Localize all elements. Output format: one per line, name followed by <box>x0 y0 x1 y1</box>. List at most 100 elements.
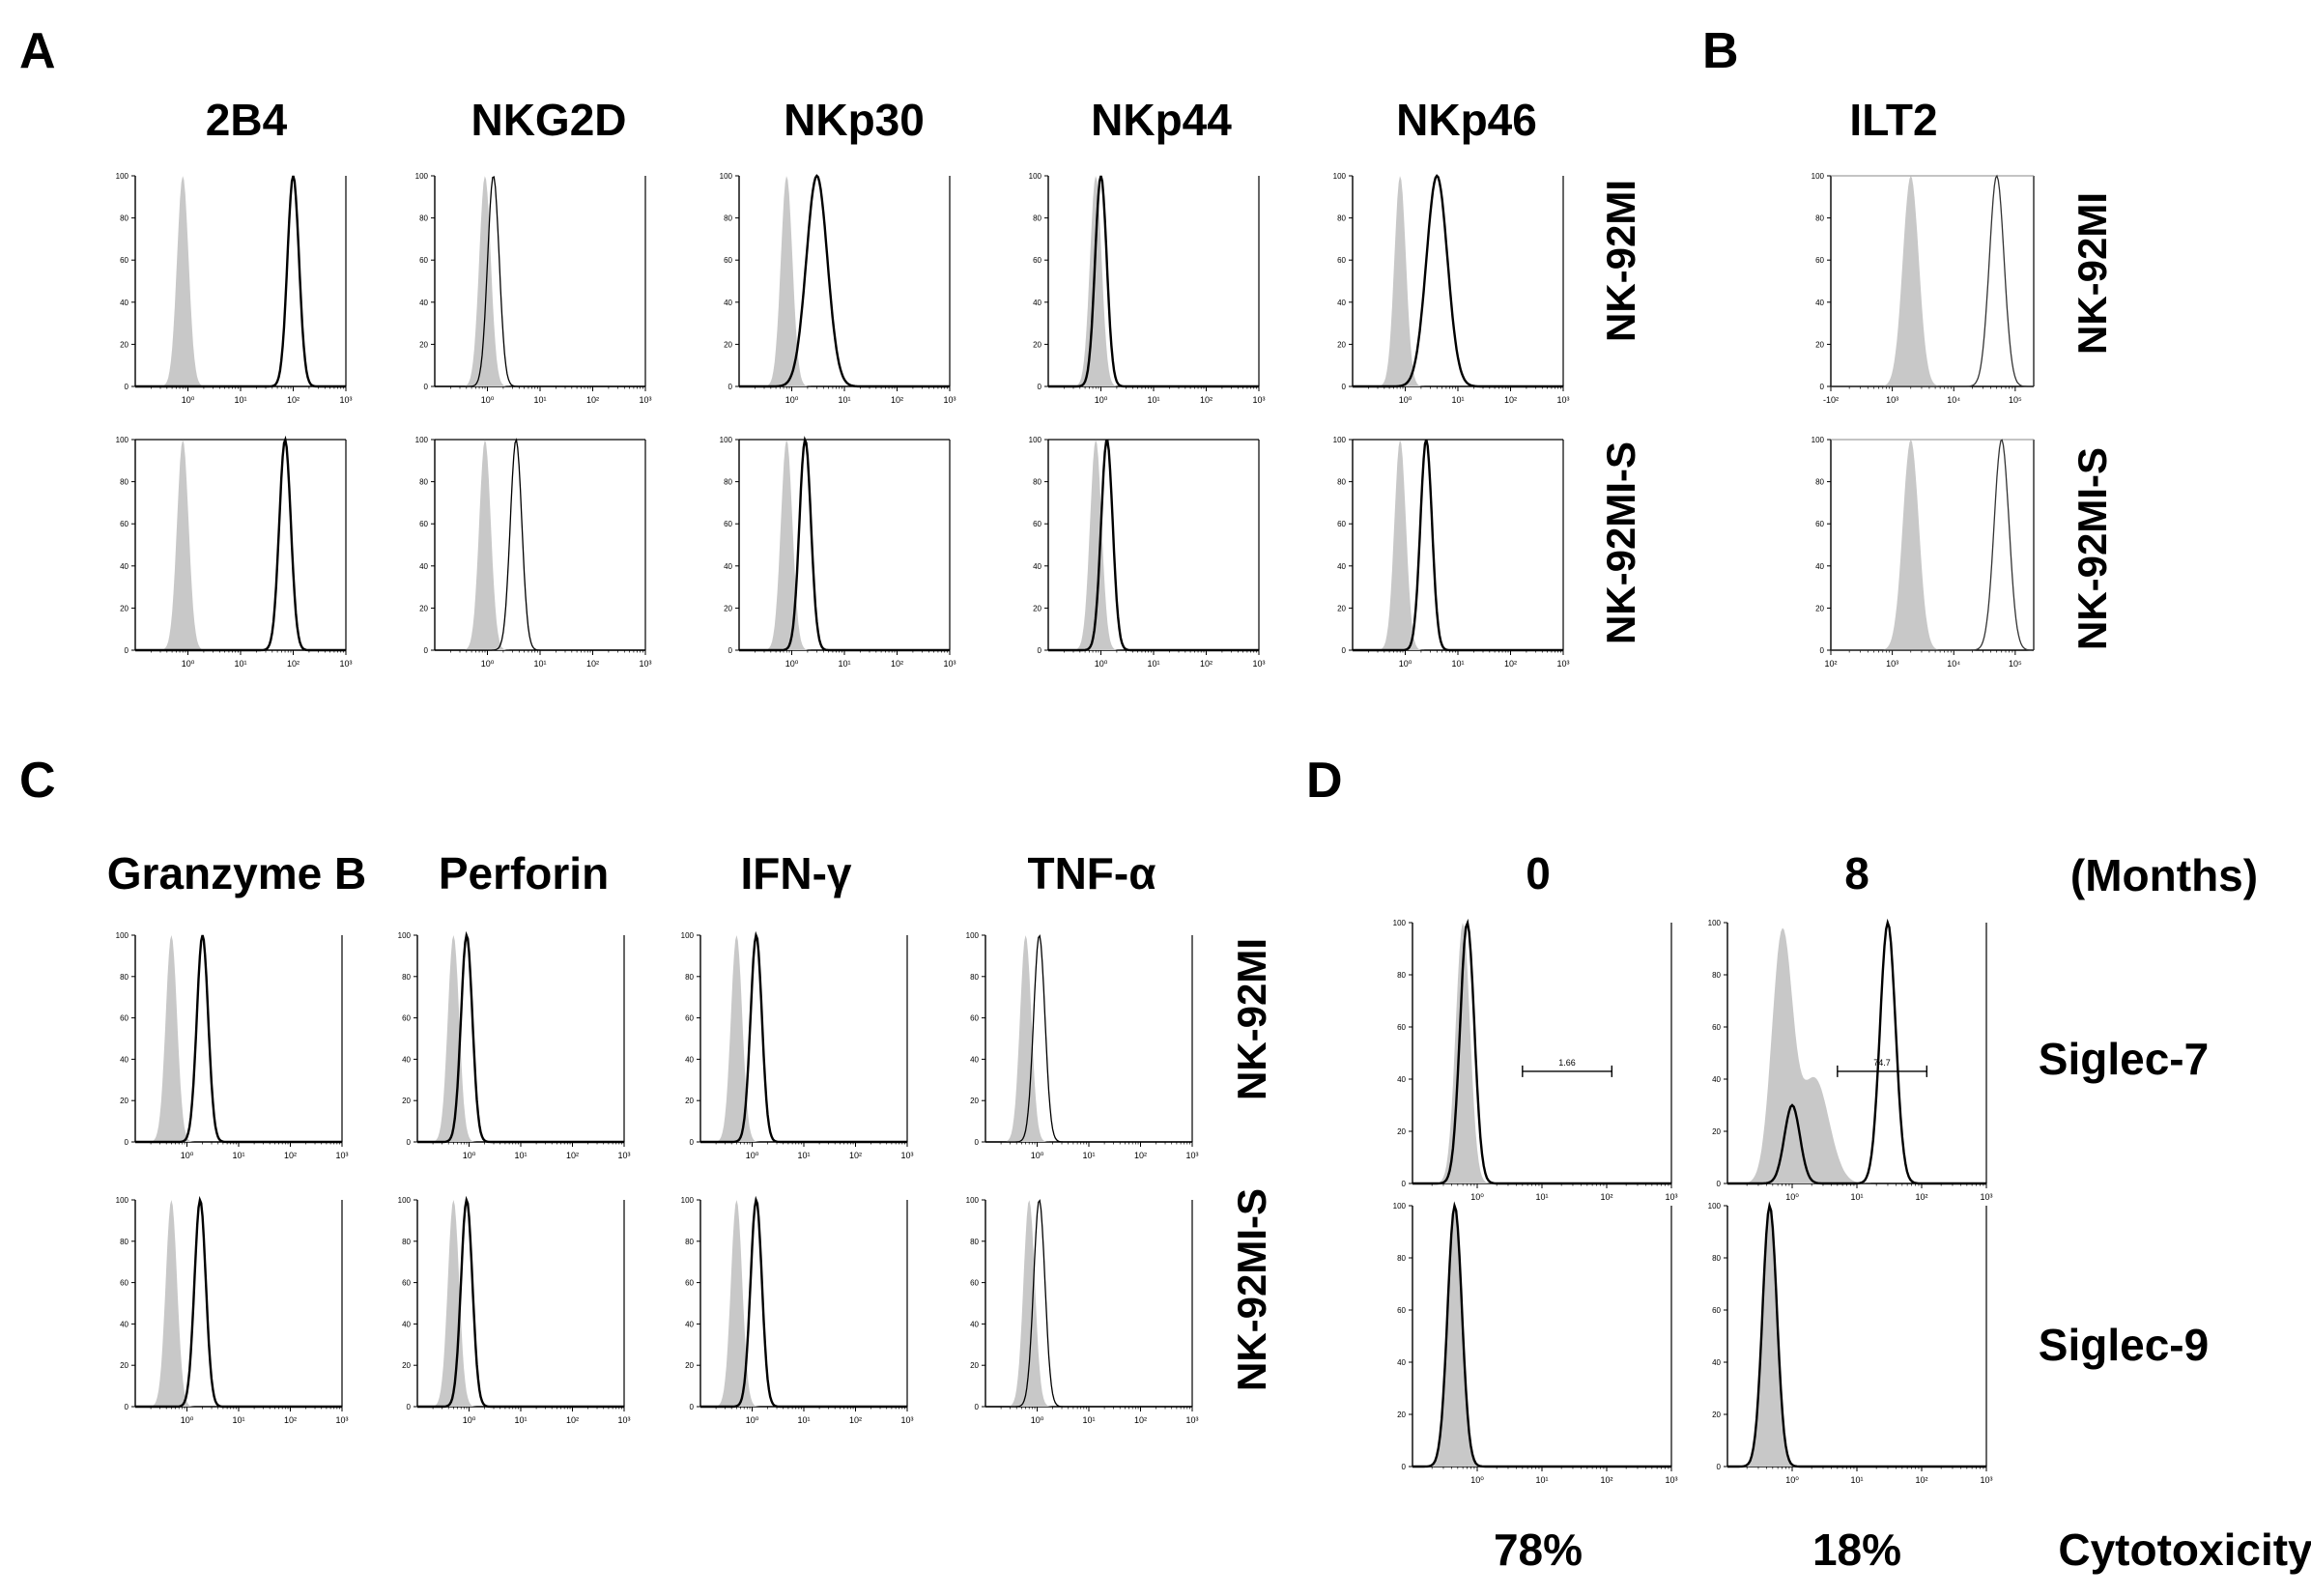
y-tick-label: 20 <box>1712 1411 1721 1419</box>
stained-histogram-line <box>739 174 950 388</box>
histogram-siglec-7-month-8: 100 80 60 40 20 0 10⁰ 10¹ 10² 10³ 74.7 <box>1708 918 1993 1202</box>
y-tick-label: 20 <box>402 1361 411 1370</box>
y-tick-label: 20 <box>402 1097 411 1105</box>
isotype-control-area <box>985 1200 1192 1407</box>
y-tick-label: 40 <box>1712 1075 1721 1084</box>
y-tick-label: 60 <box>1033 256 1041 265</box>
x-tick-label: 10² <box>1134 1151 1147 1160</box>
y-tick-label: 60 <box>419 256 428 265</box>
y-tick-label: 60 <box>724 520 732 528</box>
y-tick-label: 80 <box>1815 214 1824 223</box>
y-tick-label: 20 <box>120 1097 128 1105</box>
y-tick-label: 100 <box>398 931 412 940</box>
stained-histogram-line <box>1831 439 2034 651</box>
x-tick-label: 10⁰ <box>182 395 195 405</box>
row-label-a-nk92mi: NK-92MI <box>1598 180 1643 342</box>
y-tick-label: 80 <box>1815 478 1824 487</box>
y-tick-label: 0 <box>1342 383 1347 391</box>
x-tick-label: 10⁵ <box>2009 659 2022 669</box>
x-tick-label: 10⁰ <box>1785 1475 1799 1485</box>
y-tick-label: 20 <box>970 1097 979 1105</box>
y-tick-label: 60 <box>1815 520 1824 528</box>
y-tick-label: 100 <box>1333 172 1347 181</box>
y-tick-label: 60 <box>120 1014 128 1023</box>
x-tick-label: 10⁰ <box>1470 1192 1484 1202</box>
y-tick-label: 100 <box>116 436 129 444</box>
y-tick-label: 20 <box>120 1361 128 1370</box>
isotype-control-area <box>985 935 1192 1142</box>
y-tick-label: 40 <box>1397 1075 1406 1084</box>
histogram-nkg2d-nk-92mi: 100 80 60 40 20 0 10⁰ 10¹ 10² 10³ <box>415 172 652 405</box>
marker-header-ifn-gamma: IFN-γ <box>741 848 852 898</box>
y-tick-label: 60 <box>120 1279 128 1288</box>
y-tick-label: 100 <box>1812 172 1825 181</box>
x-tick-label: 10³ <box>1886 659 1898 669</box>
isotype-control-area <box>135 935 342 1142</box>
marker-header-nkg2d: NKG2D <box>471 95 626 145</box>
isotype-control-area <box>700 1200 907 1407</box>
isotype-control-area <box>135 440 346 650</box>
x-tick-label: 10⁰ <box>1785 1192 1799 1202</box>
x-tick-label: -10² <box>1823 395 1839 405</box>
y-tick-label: 60 <box>1712 1306 1721 1315</box>
y-tick-label: 0 <box>407 1138 412 1147</box>
y-tick-label: 40 <box>1397 1358 1406 1367</box>
y-tick-label: 40 <box>1815 562 1824 571</box>
x-tick-label: 10² <box>586 395 599 405</box>
x-tick-label: 10⁰ <box>746 1151 759 1160</box>
y-tick-label: 40 <box>1712 1358 1721 1367</box>
x-tick-label: 10¹ <box>232 1151 244 1160</box>
histogram-siglec-9-month-8: 100 80 60 40 20 0 10⁰ 10¹ 10² 10³ <box>1708 1201 1993 1485</box>
x-tick-label: 10¹ <box>1850 1192 1863 1202</box>
panel-label-b: B <box>1702 23 1739 79</box>
histogram-perforin-nk-92mi-s: 100 80 60 40 20 0 10⁰ 10¹ 10² 10³ <box>398 1195 631 1425</box>
y-tick-label: 80 <box>1033 214 1041 223</box>
histogram-nkp46-nk-92mi: 100 80 60 40 20 0 10⁰ 10¹ 10² 10³ <box>1333 172 1570 405</box>
y-tick-label: 0 <box>424 646 429 655</box>
isotype-control-area <box>417 935 624 1142</box>
y-tick-label: 40 <box>419 299 428 307</box>
y-tick-label: 40 <box>970 1055 979 1064</box>
x-tick-label: 10¹ <box>234 659 246 669</box>
stained-histogram-line <box>1353 439 1563 652</box>
y-tick-label: 60 <box>419 520 428 528</box>
y-tick-label: 0 <box>1717 1180 1722 1188</box>
stained-histogram-line <box>1727 918 1986 1185</box>
y-tick-label: 100 <box>681 931 695 940</box>
histogram-2b4-nk-92mi-s: 100 80 60 40 20 0 10⁰ 10¹ 10² 10³ <box>116 435 353 669</box>
x-tick-label: 10³ <box>900 1415 913 1425</box>
y-tick-label: 100 <box>1333 436 1347 444</box>
x-tick-label: 10¹ <box>1535 1192 1548 1202</box>
y-tick-label: 0 <box>728 646 733 655</box>
y-tick-label: 60 <box>402 1279 411 1288</box>
x-tick-label: 10⁰ <box>181 1151 194 1160</box>
y-tick-label: 20 <box>724 604 732 613</box>
y-tick-label: 40 <box>1815 299 1824 307</box>
y-tick-label: 80 <box>970 973 979 982</box>
x-tick-label: 10² <box>566 1415 579 1425</box>
y-tick-label: 80 <box>685 973 694 982</box>
y-tick-label: 100 <box>116 172 129 181</box>
x-tick-label: 10¹ <box>533 659 546 669</box>
histogram-perforin-nk-92mi: 100 80 60 40 20 0 10⁰ 10¹ 10² 10³ <box>398 930 631 1160</box>
y-tick-label: 40 <box>120 562 128 571</box>
y-tick-label: 0 <box>1717 1463 1722 1471</box>
x-tick-label: 10² <box>284 1151 297 1160</box>
x-tick-label: 10³ <box>1252 395 1265 405</box>
isotype-control-area <box>1831 176 2034 386</box>
stained-histogram-line <box>435 438 645 651</box>
y-tick-label: 60 <box>724 256 732 265</box>
y-tick-label: 80 <box>419 478 428 487</box>
stained-histogram-line <box>135 1195 342 1409</box>
x-tick-label: 10² <box>566 1151 579 1160</box>
y-tick-label: 80 <box>120 214 128 223</box>
x-tick-label: 10³ <box>1980 1475 1992 1485</box>
stained-histogram-line <box>985 934 1192 1143</box>
x-tick-label: 10³ <box>1886 395 1898 405</box>
y-tick-label: 100 <box>1029 172 1042 181</box>
y-tick-label: 80 <box>1397 1254 1406 1263</box>
y-tick-label: 80 <box>970 1238 979 1246</box>
stained-histogram-line <box>1353 174 1563 388</box>
y-tick-label: 40 <box>1337 562 1346 571</box>
